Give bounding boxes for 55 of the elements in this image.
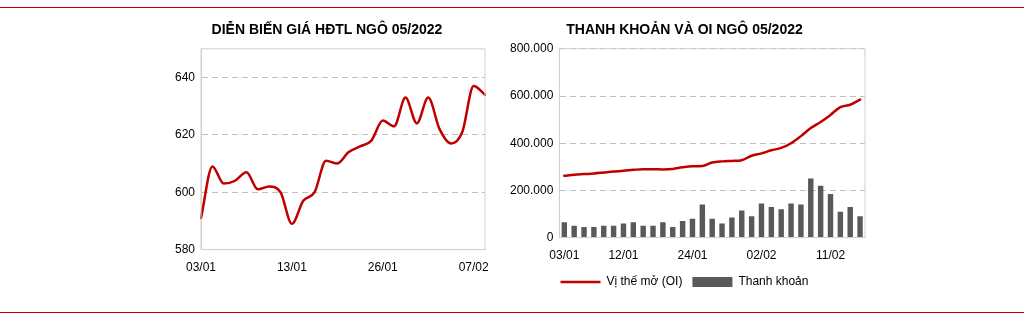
bar <box>847 206 853 238</box>
y-tick-label: 600 <box>174 184 196 199</box>
x-tick-label: 03/01 <box>549 248 580 263</box>
legend-label: Thanh khoản <box>738 274 809 289</box>
bar <box>739 210 745 238</box>
line-series <box>199 84 487 226</box>
bar <box>581 226 587 238</box>
x-tick-label: 07/02 <box>458 260 489 275</box>
bar <box>561 222 568 238</box>
line-series <box>563 98 862 178</box>
x-tick-label: 24/01 <box>677 248 708 263</box>
bar <box>788 203 794 238</box>
x-tick-label: 13/01 <box>276 260 308 275</box>
bar <box>571 225 577 238</box>
bar <box>778 209 784 238</box>
bar <box>591 226 597 238</box>
bar <box>729 217 735 238</box>
bar <box>660 222 666 238</box>
y-tick-label: 580 <box>174 241 196 256</box>
bar <box>679 221 686 238</box>
y-tick-label: 620 <box>174 127 196 142</box>
chart-title: THANH KHOẢN VÀ OI NGÔ 05/2022 <box>566 20 803 38</box>
bar <box>630 222 637 238</box>
bar <box>857 216 863 238</box>
chart-title: DIỄN BIẾN GIÁ HĐTL NGÔ 05/2022 <box>211 20 443 38</box>
bar <box>610 225 617 238</box>
y-tick-label: 400.000 <box>509 135 554 150</box>
bar <box>808 178 814 238</box>
y-tick-label: 200.000 <box>509 182 554 197</box>
bar <box>798 204 804 238</box>
legend-label: Vị thế mở (OI) <box>606 274 683 289</box>
x-tick-label: 26/01 <box>367 260 399 275</box>
x-tick-label: 11/02 <box>815 248 846 263</box>
bar <box>640 225 646 238</box>
bar <box>837 211 844 238</box>
bar <box>748 216 755 238</box>
x-tick-label: 03/01 <box>186 260 217 275</box>
y-tick-label: 640 <box>174 69 196 84</box>
bar <box>699 204 706 238</box>
bar <box>758 203 765 238</box>
y-tick-label: 800.000 <box>509 41 554 56</box>
y-tick-label: 600.000 <box>509 88 554 103</box>
bar <box>719 223 725 238</box>
bar <box>650 225 656 238</box>
bar <box>817 185 824 238</box>
x-tick-label: 12/01 <box>608 248 639 263</box>
bar <box>768 206 775 238</box>
bar <box>620 223 627 238</box>
bar <box>827 193 834 238</box>
bar <box>689 218 696 238</box>
bar <box>601 225 607 238</box>
x-tick-label: 02/02 <box>746 248 777 263</box>
y-tick-label: 0 <box>546 229 554 244</box>
bar <box>709 218 715 238</box>
bar <box>670 226 676 238</box>
